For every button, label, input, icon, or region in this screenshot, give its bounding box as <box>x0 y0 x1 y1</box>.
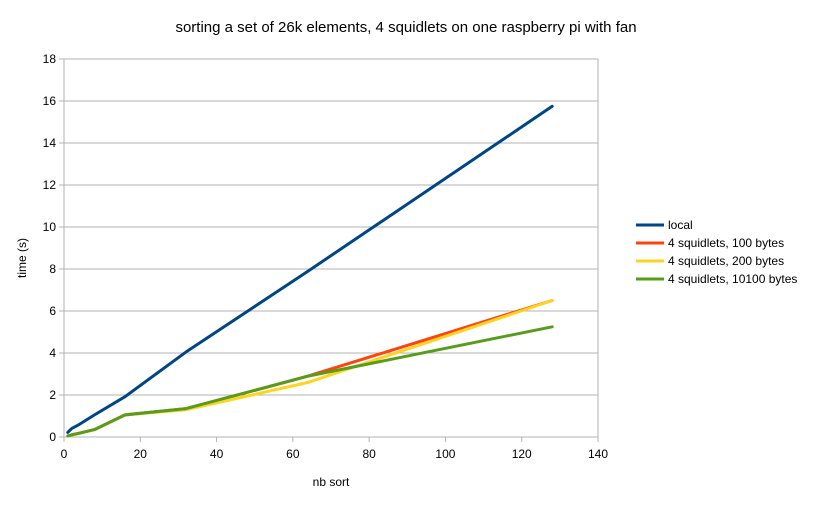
x-tick-label: 120 <box>512 447 532 461</box>
y-tick-label: 12 <box>43 178 57 192</box>
y-tick-label: 6 <box>49 304 56 318</box>
x-tick-label: 80 <box>362 447 376 461</box>
y-tick-label: 14 <box>43 136 57 150</box>
series-line <box>66 299 554 438</box>
y-tick-label: 18 <box>43 52 57 66</box>
x-tick-label: 40 <box>210 447 224 461</box>
series-line <box>66 325 554 438</box>
legend-label: 4 squidlets, 200 bytes <box>668 254 784 268</box>
x-tick-label: 0 <box>61 447 68 461</box>
legend: local 4 squidlets, 100 bytes 4 squidlets, … <box>636 218 797 286</box>
grid-layer <box>64 58 598 438</box>
x-axis-label: nb sort <box>313 475 350 489</box>
y-tick-label: 16 <box>43 94 57 108</box>
legend-label: 4 squidlets, 10100 bytes <box>668 272 797 286</box>
y-axis-label: time (s) <box>15 238 29 278</box>
legend-label: local <box>668 218 693 232</box>
axis-layer: 0 2 4 6 8 10 12 14 16 18 0 20 40 60 80 100 120 140 <box>43 52 609 461</box>
series-layer <box>66 104 554 438</box>
y-tick-label: 4 <box>49 346 56 360</box>
legend-label: 4 squidlets, 100 bytes <box>668 236 784 250</box>
chart-title: sorting a set of 26k elements, 4 squidle… <box>175 19 636 36</box>
y-tick-label: 2 <box>49 388 56 402</box>
series-line <box>66 299 554 438</box>
x-tick-label: 20 <box>134 447 148 461</box>
x-tick-label: 140 <box>588 447 608 461</box>
x-tick-label: 100 <box>435 447 455 461</box>
x-tick-label: 60 <box>286 447 300 461</box>
y-tick-label: 0 <box>49 430 56 444</box>
y-tick-label: 8 <box>49 262 56 276</box>
series-line <box>66 104 554 434</box>
y-tick-label: 10 <box>43 220 57 234</box>
